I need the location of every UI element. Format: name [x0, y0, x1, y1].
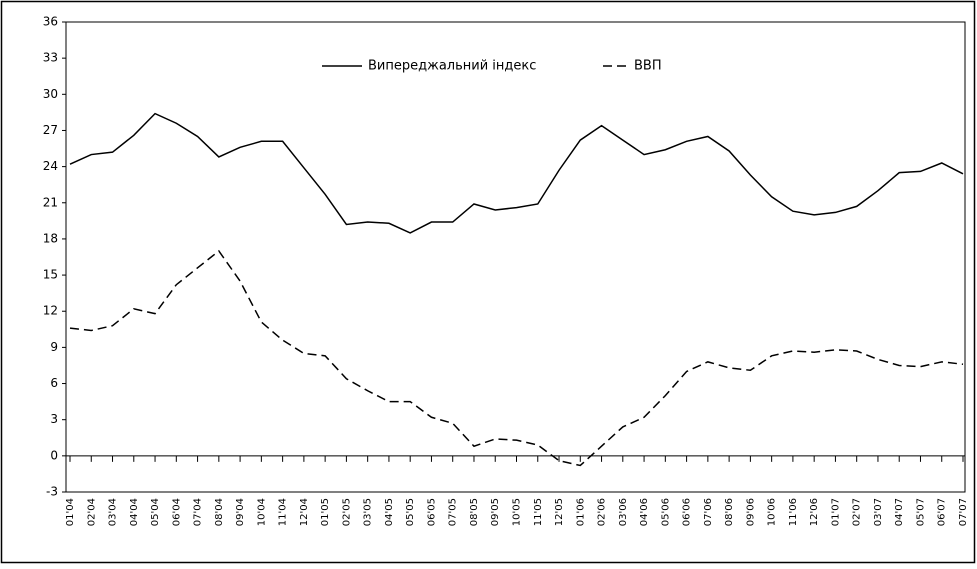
x-tick-label: 10'04: [256, 498, 267, 526]
x-tick-label: 02'05: [341, 498, 352, 526]
x-tick-label: 01'07: [830, 498, 841, 526]
x-tick-label: 09'06: [745, 498, 756, 526]
x-tick-label: 03'05: [363, 498, 374, 526]
x-tick-label: 05'04: [150, 498, 161, 526]
y-tick-label: 18: [43, 231, 58, 245]
x-tick-label: 03'06: [618, 498, 629, 526]
x-tick-label: 06'05: [426, 498, 437, 526]
y-tick-label: 3: [50, 412, 58, 426]
x-tick-label: 07'05: [448, 498, 459, 526]
x-tick-label: 05'05: [405, 498, 416, 526]
series-line: [69, 112, 964, 234]
series-line: [69, 249, 964, 467]
y-tick-label: 27: [43, 123, 58, 137]
plot-frame: [65, 21, 966, 493]
x-tick-label: 08'05: [469, 498, 480, 526]
x-tick-label: 03'07: [873, 498, 884, 526]
x-tick-label: 02'06: [597, 498, 608, 526]
y-tick-label: 15: [43, 268, 58, 282]
x-tick-label: 10'05: [512, 498, 523, 526]
x-tick-label: 01'05: [320, 498, 331, 526]
y-tick-label: 12: [43, 304, 58, 318]
x-tick-label: 10'06: [767, 498, 778, 526]
x-tick-label: 11'05: [533, 498, 544, 526]
x-tick-label: 04'05: [384, 498, 395, 526]
x-tick-label: 06'06: [682, 498, 693, 526]
y-tick-label: 0: [50, 448, 58, 462]
y-tick-label: 33: [43, 51, 58, 65]
x-tick-label: 02'04: [86, 498, 97, 526]
x-tick-label: 06'07: [937, 498, 948, 526]
x-tick-label: 03'04: [108, 498, 119, 526]
x-tick-label: 07'04: [193, 498, 204, 526]
legend-label: Випереджальний індекс: [368, 59, 536, 74]
y-tick-label: 30: [43, 87, 58, 101]
x-tick-label: 01'06: [575, 498, 586, 526]
y-tick-label: 36: [43, 15, 58, 29]
x-tick-label: 07'07: [958, 498, 969, 526]
y-tick-label: 6: [50, 376, 58, 390]
x-tick-label: 04'07: [894, 498, 905, 526]
x-tick-label: 04'06: [639, 498, 650, 526]
x-tick-label: 12'05: [554, 498, 565, 526]
x-tick-label: 11'06: [788, 498, 799, 526]
x-tick-label: 06'04: [171, 498, 182, 526]
y-tick-label: 21: [43, 195, 58, 209]
x-tick-label: 11'04: [278, 498, 289, 526]
x-tick-label: 09'05: [490, 498, 501, 526]
x-tick-label: 09'04: [235, 498, 246, 526]
x-tick-label: 05'07: [915, 498, 926, 526]
x-tick-label: 12'04: [299, 498, 310, 526]
y-tick-label: 24: [43, 159, 58, 173]
x-tick-label: 02'07: [852, 498, 863, 526]
x-tick-label: 01'04: [65, 498, 76, 526]
x-tick-label: 04'04: [129, 498, 140, 526]
x-tick-label: 12'06: [809, 498, 820, 526]
x-tick-label: 07'06: [703, 498, 714, 526]
y-tick-label: -3: [46, 485, 58, 499]
x-tick-label: 08'04: [214, 498, 225, 526]
legend-label: ВВП: [634, 59, 662, 74]
x-tick-label: 08'06: [724, 498, 735, 526]
x-tick-label: 05'06: [660, 498, 671, 526]
y-tick-label: 9: [50, 340, 58, 354]
